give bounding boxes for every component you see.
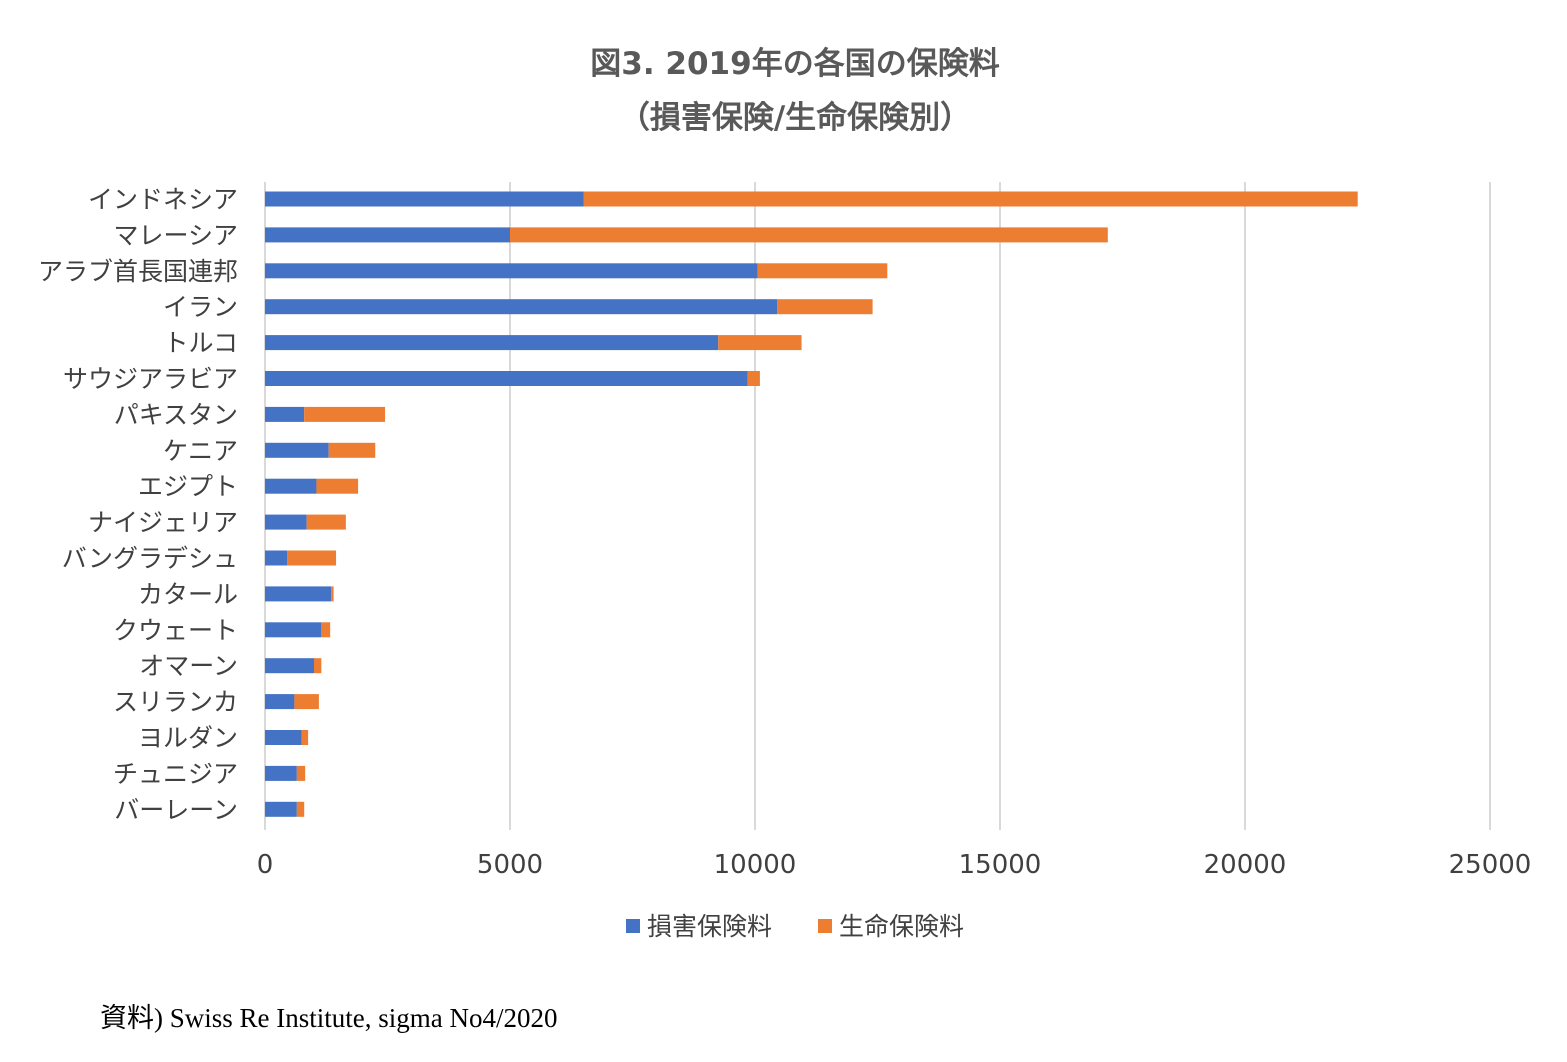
bar-life-15	[301, 730, 309, 745]
gridlines	[264, 182, 1491, 830]
bar-nonlife-12	[265, 622, 322, 638]
x-tick-label: 25000	[1449, 850, 1532, 880]
category-label: バーレーン	[114, 795, 238, 824]
x-tick-label: 0	[257, 850, 274, 880]
category-label: スリランカ	[113, 688, 238, 717]
bar-nonlife-3	[265, 299, 778, 315]
bar-life-2	[757, 263, 888, 279]
category-label: オマーン	[139, 652, 238, 681]
legend-label-life: 生命保険料	[839, 912, 964, 941]
x-tick-label: 15000	[959, 850, 1042, 880]
x-tick-label: 5000	[477, 850, 543, 880]
x-tick-label: 10000	[714, 850, 797, 880]
chart-subtitle: （損害保険/生命保険別）	[619, 100, 971, 136]
chart-title: 図3. 2019年の各国の保険料	[590, 46, 999, 82]
bar-life-10	[287, 550, 337, 566]
legend: 損害保険料 生命保険料	[626, 912, 964, 941]
category-label: サウジアラビア	[63, 365, 238, 394]
legend-label-nonlife: 損害保険料	[647, 912, 772, 941]
bar-nonlife-13	[265, 658, 314, 674]
bar-nonlife-8	[265, 478, 317, 494]
bar-life-0	[583, 191, 1358, 207]
bar-life-5	[747, 371, 760, 386]
bar-nonlife-7	[265, 442, 329, 458]
category-label: エジプト	[138, 472, 238, 501]
bar-life-12	[321, 622, 331, 638]
category-label: チュニジア	[113, 759, 238, 788]
category-label: カタール	[138, 580, 238, 609]
category-label: パキスタン	[114, 400, 238, 429]
bar-nonlife-1	[265, 227, 510, 243]
category-label: トルコ	[163, 329, 238, 358]
category-label: ナイジェリア	[88, 508, 238, 537]
stacked-bar-chart: 図3. 2019年の各国の保険料 （損害保険/生命保険別） インドネシアマレーシ…	[38, 46, 1532, 941]
bar-nonlife-4	[265, 335, 719, 351]
bar-life-13	[314, 658, 322, 674]
bar-life-1	[510, 227, 1108, 243]
category-label: ヨルダン	[138, 724, 238, 753]
x-tick-labels: 0 5000 10000 15000 20000 25000	[257, 850, 1532, 880]
bar-nonlife-6	[265, 406, 305, 422]
bar-life-11	[331, 586, 334, 602]
bars	[265, 191, 1358, 817]
bar-nonlife-5	[265, 371, 748, 386]
bar-nonlife-11	[265, 586, 332, 602]
bar-nonlife-17	[265, 801, 297, 817]
category-label: クウェート	[113, 616, 238, 645]
category-label: インドネシア	[88, 185, 238, 214]
bar-nonlife-10	[265, 550, 288, 566]
bar-life-4	[718, 335, 802, 351]
bar-life-17	[296, 801, 305, 817]
category-label: ケニア	[163, 436, 238, 465]
category-label: マレーシア	[113, 221, 238, 250]
category-labels: インドネシアマレーシアアラブ首長国連邦イラントルコサウジアラビアパキスタンケニア…	[38, 185, 238, 824]
bar-life-9	[306, 514, 346, 530]
bar-nonlife-14	[265, 694, 295, 710]
bar-life-14	[294, 694, 319, 710]
category-label: バングラデシュ	[62, 544, 238, 573]
bar-nonlife-9	[265, 514, 307, 530]
bar-life-3	[777, 299, 873, 315]
x-tick-label: 20000	[1204, 850, 1287, 880]
legend-swatch-nonlife	[626, 919, 640, 933]
bar-life-16	[296, 765, 306, 781]
bar-life-8	[316, 478, 359, 494]
category-label: イラン	[163, 293, 238, 322]
bar-life-6	[304, 406, 386, 422]
bar-life-7	[328, 442, 376, 458]
source-note: 資料) Swiss Re Institute, sigma No4/2020	[100, 1003, 558, 1033]
bar-nonlife-16	[265, 765, 297, 781]
category-label: アラブ首長国連邦	[38, 257, 238, 286]
bar-nonlife-15	[265, 730, 302, 745]
bar-nonlife-0	[265, 191, 584, 207]
bar-nonlife-2	[265, 263, 758, 279]
legend-swatch-life	[818, 919, 832, 933]
